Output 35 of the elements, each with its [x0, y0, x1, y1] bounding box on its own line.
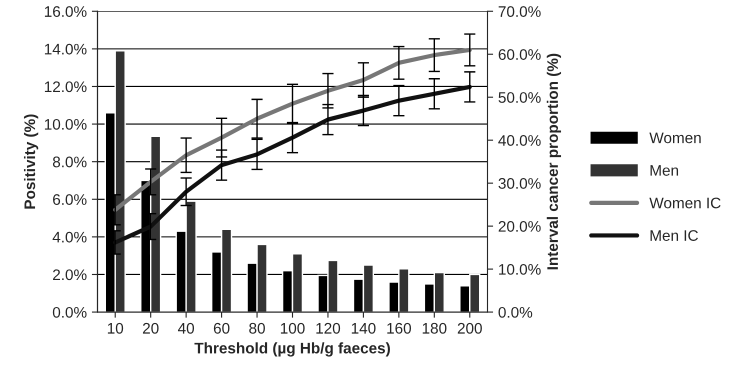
x-tick-label: 120	[316, 322, 340, 334]
y-tick-label: 14.0%	[44, 44, 87, 55]
y2-tick-label: 70.0%	[498, 6, 541, 17]
x-tick-label: 60	[214, 322, 230, 334]
y-tick-label: 0.0%	[52, 306, 87, 318]
y2-axis-title: Interval cancer proportion (%)	[546, 54, 562, 270]
x-tick-label: 10	[108, 322, 124, 334]
y-tick-label: 6.0%	[53, 194, 87, 205]
y-tick-label: 4.0%	[52, 232, 87, 243]
y2-tick-label: 30.0%	[498, 178, 541, 189]
y2-tick-label: 0.0%	[498, 306, 532, 318]
legend-label: Women	[649, 132, 701, 144]
y-tick-label: 8.0%	[52, 156, 87, 168]
y2-tick-label: 40.0%	[498, 135, 541, 146]
y2-tick-label: 50.0%	[498, 92, 541, 103]
x-tick-label: 80	[249, 322, 265, 334]
x-tick-label: 160	[387, 322, 412, 334]
x-tick-label: 100	[280, 322, 305, 334]
x-tick-label: 180	[422, 322, 446, 334]
x-tick-label: 40	[178, 322, 194, 334]
legend-label: Men IC	[650, 230, 698, 241]
x-tick-label: 20	[142, 322, 159, 334]
x-tick-label: 140	[352, 322, 376, 334]
y2-tick-label: 60.0%	[498, 49, 541, 60]
y-tick-label: 10.0%	[44, 118, 87, 130]
y2-tick-label: 20.0%	[498, 221, 541, 232]
y2-tick-label: 10.0%	[499, 264, 541, 275]
legend-label: Men	[650, 165, 678, 176]
y-axis-title: Positivity (%)	[24, 114, 38, 209]
legend-label: Women IC	[649, 198, 721, 208]
y-tick-label: 16.0%	[44, 6, 87, 17]
y-tick-label: 2.0%	[53, 269, 87, 280]
y-tick-label: 12.0%	[44, 81, 87, 92]
x-axis-title: Threshold (µg Hb/g faeces)	[194, 342, 390, 357]
x-tick-label: 200	[458, 322, 482, 334]
